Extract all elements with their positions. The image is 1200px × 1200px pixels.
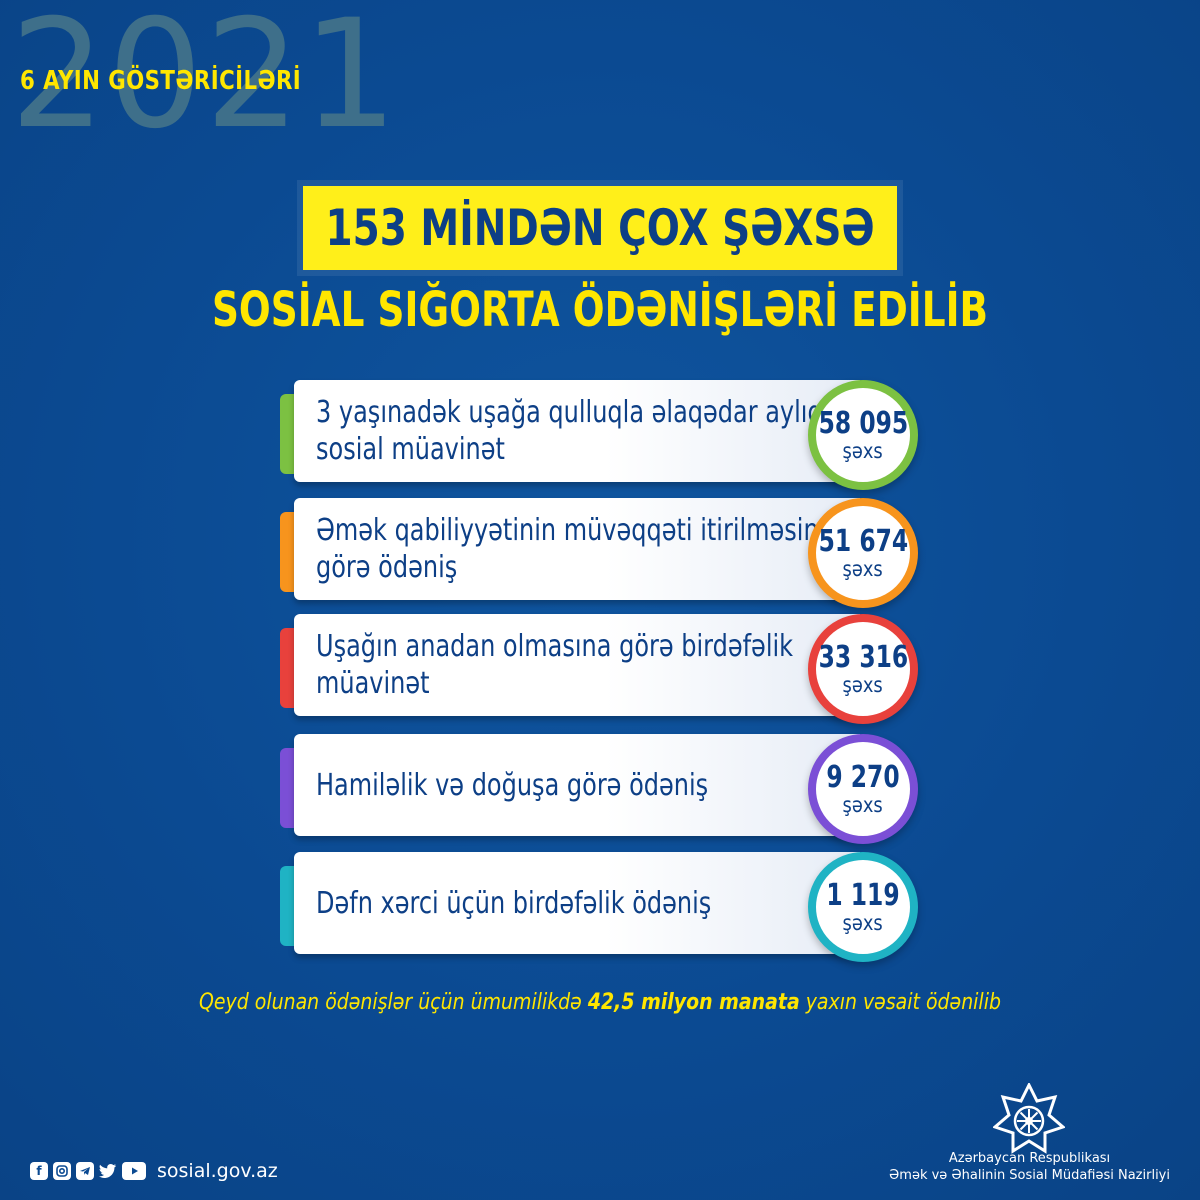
item-label-line: Dəfn xərci üçün birdəfəlik ödəniş: [316, 885, 712, 921]
count-circle: 1 119 şəxs: [808, 852, 918, 962]
count-circle: 51 674 şəxs: [808, 498, 918, 608]
count-circle: 9 270 şəxs: [808, 734, 918, 844]
item-label-line: müavinət: [316, 666, 430, 701]
count-value: 58 095: [818, 406, 908, 441]
telegram-icon[interactable]: [76, 1162, 94, 1180]
count-value: 1 119: [826, 878, 900, 913]
list-item: 3 yaşınadək uşağa qulluqla əlaqədar aylı…: [280, 380, 920, 490]
subheadline: SOSİAL SIĞORTA ÖDƏNİŞLƏRİ EDİLİB: [211, 282, 989, 338]
count-value: 9 270: [826, 760, 900, 795]
list-item: Hamiləlik və doğuşa görə ödəniş 9 270 şə…: [280, 734, 920, 844]
item-label-line: Hamiləlik və doğuşa görə ödəniş: [316, 767, 709, 803]
footnote-text: yaxın vəsait ödənilib: [799, 990, 1001, 1015]
organization-line: Əmək və Əhalinin Sosial Müdafiəsi Nazirl…: [889, 1168, 1170, 1183]
count-unit: şəxs: [842, 911, 884, 935]
count-unit: şəxs: [842, 793, 884, 817]
count-value: 51 674: [818, 524, 908, 559]
instagram-icon[interactable]: [53, 1162, 71, 1180]
website-link[interactable]: sosial.gov.az: [157, 1160, 278, 1182]
list-item: Əmək qabiliyyətinin müvəqqəti itirilməsi…: [280, 498, 920, 608]
count-unit: şəxs: [842, 673, 884, 697]
item-card: Hamiləlik və doğuşa görə ödəniş: [294, 734, 860, 836]
count-unit: şəxs: [842, 557, 884, 581]
item-label: Uşağın anadan olmasına görə birdəfəlik m…: [316, 628, 794, 702]
item-card: Əmək qabiliyyətinin müvəqqəti itirilməsi…: [294, 498, 860, 600]
twitter-icon[interactable]: [99, 1162, 117, 1180]
period-subtitle: 6 AYIN GÖSTƏRİCİLƏRİ: [20, 66, 302, 96]
item-label-line: 3 yaşınadək uşağa qulluqla əlaqədar aylı…: [316, 395, 823, 430]
footnote: Qeyd olunan ödənişlər üçün ümumilikdə 42…: [84, 990, 1116, 1015]
organization-name: Azərbaycan Respublikası Əmək və Əhalinin…: [889, 1150, 1170, 1184]
organization-line: Azərbaycan Respublikası: [948, 1151, 1111, 1166]
facebook-icon[interactable]: f: [30, 1162, 48, 1180]
count-circle: 33 316 şəxs: [808, 614, 918, 724]
count-circle: 58 095 şəxs: [808, 380, 918, 490]
item-label-line: görə ödəniş: [316, 550, 458, 585]
social-links: f sosial.gov.az: [30, 1160, 278, 1182]
count-unit: şəxs: [842, 439, 884, 463]
headline: 153 MİNDƏN ÇOX ŞƏXSƏ: [325, 199, 875, 257]
item-label: Dəfn xərci üçün birdəfəlik ödəniş: [316, 885, 716, 922]
ministry-emblem-icon: [993, 1083, 1065, 1154]
item-label-line: sosial müavinət: [316, 432, 505, 467]
item-label-line: Uşağın anadan olmasına görə birdəfəlik: [316, 629, 794, 664]
item-card: Dəfn xərci üçün birdəfəlik ödəniş: [294, 852, 860, 954]
item-label: 3 yaşınadək uşağa qulluqla əlaqədar aylı…: [316, 394, 823, 468]
item-label: Hamiləlik və doğuşa görə ödəniş: [316, 767, 716, 804]
year-watermark: 2021: [10, 0, 400, 162]
list-item: Uşağın anadan olmasına görə birdəfəlik m…: [280, 614, 920, 724]
list-item: Dəfn xərci üçün birdəfəlik ödəniş 1 119 …: [280, 852, 920, 962]
item-label-line: Əmək qabiliyyətinin müvəqqəti itirilməsi…: [316, 513, 834, 548]
headline-banner: 153 MİNDƏN ÇOX ŞƏXSƏ: [303, 186, 897, 270]
item-card: Uşağın anadan olmasına görə birdəfəlik m…: [294, 614, 860, 716]
footnote-text: Qeyd olunan ödənişlər üçün ümumilikdə: [199, 990, 588, 1015]
item-label: Əmək qabiliyyətinin müvəqqəti itirilməsi…: [316, 512, 834, 586]
footnote-highlight: 42,5 milyon manata: [587, 990, 800, 1015]
item-card: 3 yaşınadək uşağa qulluqla əlaqədar aylı…: [294, 380, 860, 482]
youtube-icon[interactable]: [122, 1162, 146, 1180]
count-value: 33 316: [818, 640, 908, 675]
